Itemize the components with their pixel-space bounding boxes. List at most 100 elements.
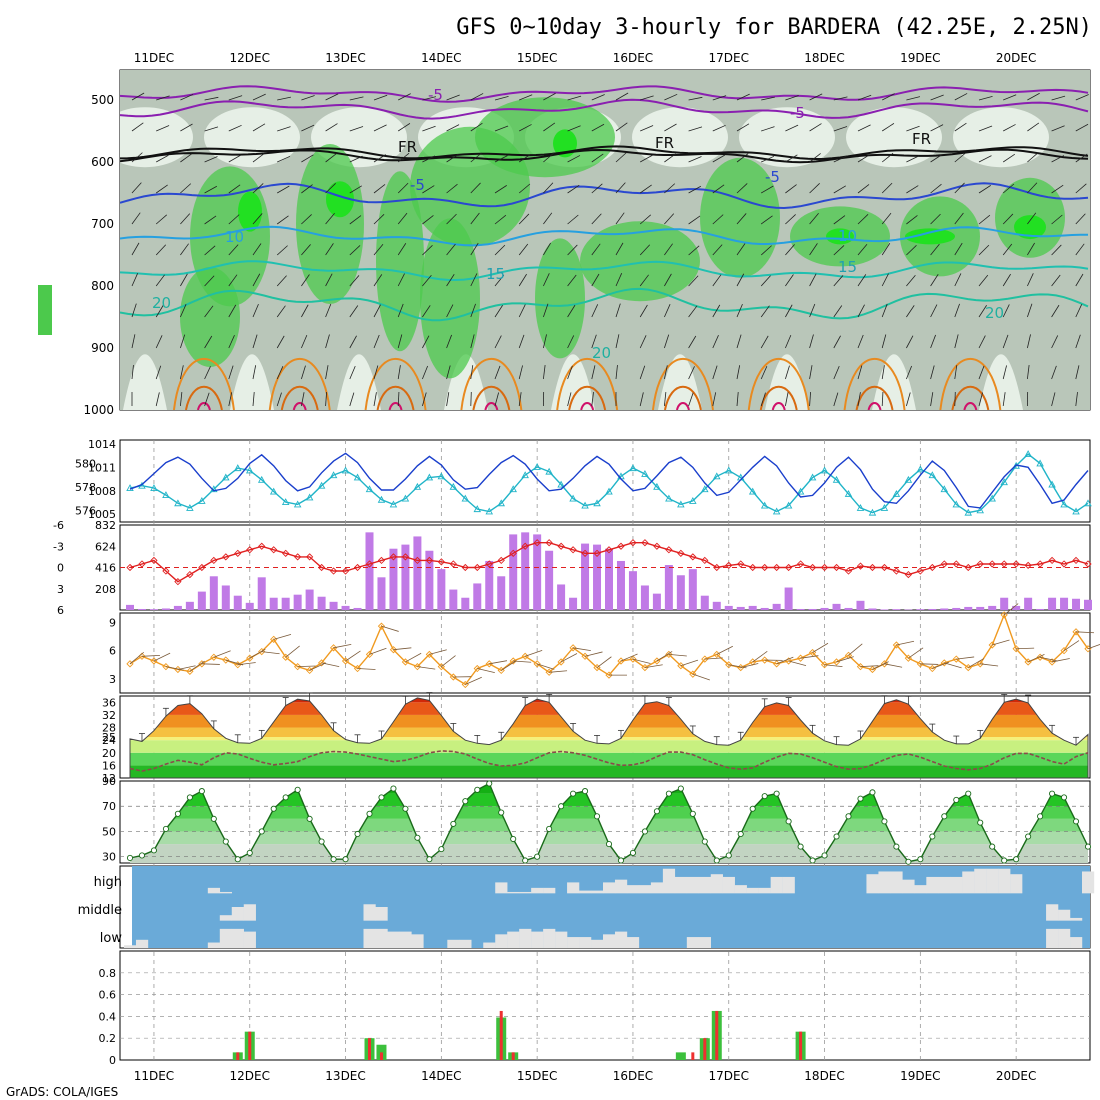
wind-barb bbox=[978, 185, 991, 194]
date-tick-label: 20DEC bbox=[996, 51, 1036, 65]
cloud-high-block bbox=[626, 885, 640, 894]
wind-barb bbox=[177, 665, 196, 670]
lifted-index-point bbox=[1072, 556, 1080, 565]
wind-barb bbox=[252, 303, 259, 318]
date-labels-top: 11DEC 12DEC 13DEC 14DEC 15DEC 16DEC 17DEC 18DEC… bbox=[134, 51, 1037, 65]
lifted-index-point bbox=[1084, 560, 1092, 568]
wind-barb bbox=[156, 125, 170, 132]
rh2m-point bbox=[917, 856, 924, 863]
wind-barb bbox=[930, 365, 935, 380]
thickness-point bbox=[808, 473, 817, 481]
wind-barb bbox=[930, 183, 942, 194]
cape-bar bbox=[844, 607, 853, 610]
wind-barb bbox=[978, 392, 984, 407]
rh2m-point bbox=[677, 785, 684, 792]
cloud-high-block bbox=[650, 882, 664, 894]
wind-barb bbox=[824, 664, 843, 668]
cape-bar bbox=[353, 607, 362, 610]
wind-barb bbox=[692, 673, 710, 681]
wind-barb bbox=[131, 273, 139, 287]
cape-bar bbox=[856, 600, 865, 610]
wind-barb bbox=[776, 656, 794, 665]
cloud-low-block bbox=[135, 939, 149, 948]
wind-barb bbox=[494, 274, 505, 287]
cape-lifted-chart: -6 -3 0 3 6 832 624 416 208 bbox=[53, 519, 1092, 617]
wind-speed-point bbox=[222, 656, 230, 664]
wind-barb bbox=[297, 665, 316, 668]
wind-barb bbox=[809, 93, 823, 101]
wind-barb bbox=[397, 391, 400, 407]
wind-barb bbox=[712, 95, 727, 101]
lifted-index-point bbox=[677, 549, 685, 557]
wind-barb bbox=[470, 242, 479, 256]
thickness-point bbox=[964, 508, 973, 516]
isotherm-line bbox=[120, 148, 1089, 164]
isotherm-label: FR bbox=[912, 130, 931, 148]
rh2m-point bbox=[414, 834, 421, 841]
rh2m-point bbox=[486, 780, 493, 787]
wind-barb bbox=[664, 183, 676, 194]
cloud-high-block bbox=[914, 885, 927, 894]
wind-barb bbox=[446, 213, 457, 225]
thickness-point bbox=[880, 504, 889, 511]
thickness-point bbox=[1024, 450, 1032, 458]
wind-barb bbox=[809, 273, 817, 287]
cape-bar bbox=[281, 597, 290, 610]
lifted-index-point bbox=[497, 556, 505, 565]
cape-bar bbox=[832, 603, 841, 610]
rh2m-point bbox=[186, 794, 193, 801]
precip-tick-label: 0.6 bbox=[99, 989, 117, 1002]
dewpoint-line bbox=[129, 750, 1089, 772]
wind-barb bbox=[857, 244, 868, 256]
thickness-point bbox=[1036, 459, 1044, 467]
thickness-tick-label: 578 bbox=[75, 481, 96, 494]
cloud-high-block bbox=[603, 882, 616, 894]
lifted-index-point bbox=[425, 556, 434, 565]
rh2m-point bbox=[665, 790, 672, 797]
wind-barb bbox=[446, 124, 460, 132]
thickness-tick-label: 580 bbox=[75, 457, 96, 470]
wind-barb bbox=[373, 392, 377, 407]
cape-bar bbox=[497, 576, 506, 610]
wind-barb bbox=[567, 392, 572, 407]
rh2m-point bbox=[797, 843, 804, 850]
lifted-index-point bbox=[557, 542, 565, 550]
wind-barb bbox=[615, 182, 626, 194]
lifted-index-point bbox=[844, 567, 853, 575]
cape-bar bbox=[425, 550, 434, 610]
wind-barb bbox=[857, 392, 861, 407]
rh2m-point bbox=[474, 786, 481, 793]
rh-moist-area bbox=[420, 218, 480, 379]
wind-barb bbox=[930, 304, 938, 318]
lifted-index-point bbox=[928, 563, 936, 572]
wind-barb bbox=[872, 661, 889, 670]
cloud-high-label: high bbox=[94, 875, 122, 890]
thickness-point bbox=[389, 500, 398, 508]
wind-barb bbox=[422, 244, 433, 256]
wind-speed-point bbox=[761, 656, 769, 664]
cape-bar bbox=[473, 583, 482, 610]
wind-barb bbox=[325, 303, 332, 318]
wind-barb bbox=[156, 154, 169, 163]
wind-barb bbox=[393, 647, 412, 651]
wind-barb bbox=[712, 392, 717, 407]
lifted-index-point bbox=[1048, 556, 1056, 565]
lifted-index-point bbox=[150, 556, 158, 565]
wind-barb bbox=[1016, 647, 1035, 650]
rh2m-point bbox=[869, 789, 876, 796]
lifted-index-point bbox=[1012, 560, 1020, 568]
cape-bar bbox=[808, 608, 817, 610]
rh2m-point bbox=[953, 796, 960, 803]
cloud-low-block bbox=[555, 931, 568, 948]
wind-barb bbox=[809, 334, 814, 349]
thickness-point bbox=[641, 470, 649, 477]
wind-barb bbox=[761, 155, 775, 163]
wind-speed-point bbox=[1048, 658, 1056, 666]
wind-barb bbox=[470, 212, 480, 225]
rh2m-point bbox=[210, 815, 217, 822]
rh2m-point bbox=[450, 820, 457, 827]
rh-saturated-area bbox=[326, 181, 354, 218]
lifted-index-point bbox=[569, 546, 577, 554]
wind-barb bbox=[978, 125, 993, 132]
wind-barb bbox=[833, 245, 845, 256]
